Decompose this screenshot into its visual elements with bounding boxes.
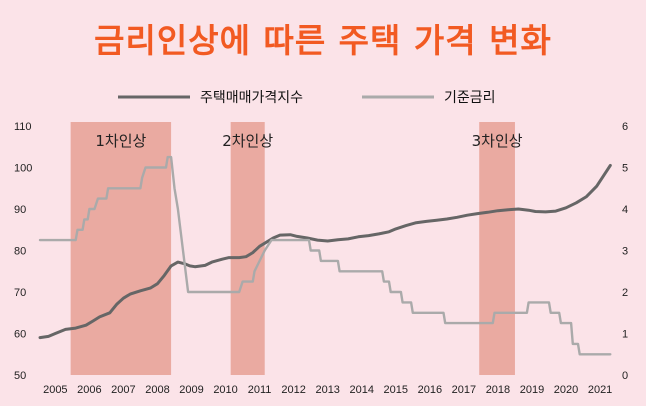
x-tick: 2014 — [350, 384, 374, 396]
y-right-tick: 5 — [622, 163, 628, 175]
x-tick: 2005 — [43, 384, 67, 396]
x-tick: 2006 — [77, 384, 101, 396]
x-tick: 2021 — [588, 384, 612, 396]
y-left-tick: 70 — [14, 287, 26, 299]
x-tick: 2008 — [145, 384, 169, 396]
x-tick: 2009 — [179, 384, 203, 396]
y-left-tick: 90 — [14, 204, 26, 216]
y-right-tick: 0 — [622, 370, 628, 382]
y-right-tick: 2 — [622, 287, 628, 299]
x-tick: 2011 — [248, 384, 272, 396]
series-line-base-rate — [38, 155, 612, 356]
rate-hike-band-1 — [70, 122, 172, 375]
x-tick: 2020 — [554, 384, 578, 396]
y-right-tick: 3 — [622, 246, 628, 258]
x-tick: 2013 — [315, 384, 339, 396]
x-tick: 2019 — [520, 384, 544, 396]
y-left-tick: 60 — [14, 329, 26, 341]
band-label-3: 3차인상 — [472, 132, 523, 150]
x-tick: 2007 — [111, 384, 135, 396]
band-label-2: 2차인상 — [222, 132, 273, 150]
y-left-tick: 110 — [14, 121, 32, 133]
legend: 주택매매가격지수 기준금리 — [118, 90, 496, 106]
x-tick: 2012 — [281, 384, 305, 396]
y-right-tick: 4 — [622, 204, 628, 216]
x-tick: 2017 — [452, 384, 476, 396]
band-label-1: 1차인상 — [95, 132, 146, 150]
x-tick: 2018 — [486, 384, 510, 396]
y-right-tick: 1 — [622, 329, 628, 341]
rate-hike-band-2 — [230, 122, 265, 375]
y-right-tick: 6 — [622, 121, 628, 133]
y-left-tick: 50 — [14, 370, 26, 382]
x-tick: 2010 — [213, 384, 237, 396]
rate-hike-band-3 — [479, 122, 515, 375]
series-line-housing-index — [38, 163, 612, 340]
chart-title: 금리인상에 따른 주택 가격 변화 — [94, 21, 552, 60]
x-tick: 2016 — [418, 384, 442, 396]
legend-label-1: 기준금리 — [444, 90, 496, 106]
x-tick: 2015 — [384, 384, 408, 396]
y-left-tick: 100 — [14, 163, 32, 175]
y-left-tick: 80 — [14, 246, 26, 258]
legend-label-0: 주택매매가격지수 — [200, 90, 303, 106]
